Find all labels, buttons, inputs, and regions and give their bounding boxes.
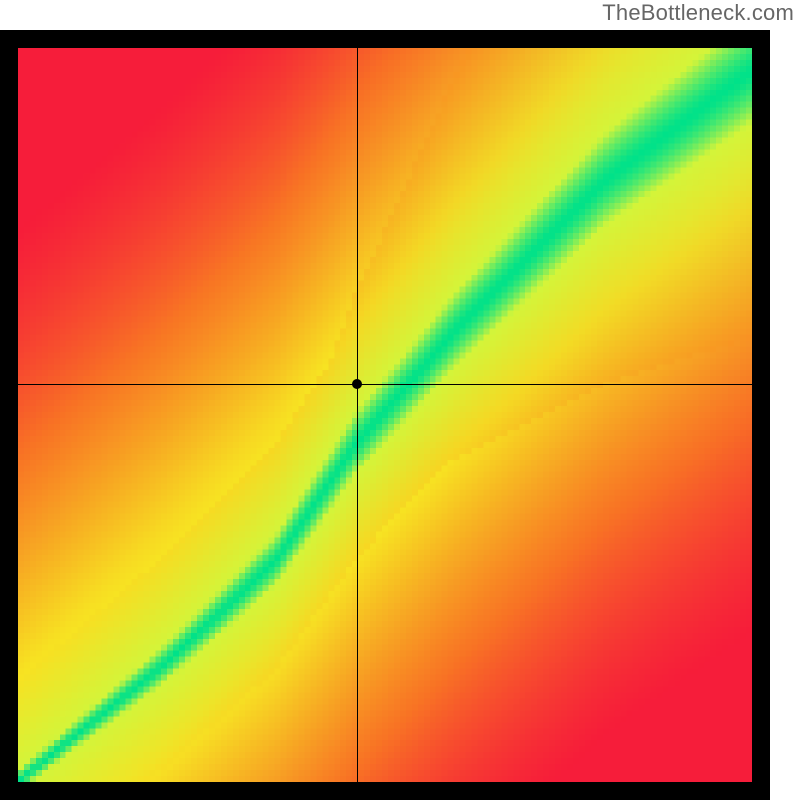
crosshair-horizontal — [18, 384, 752, 385]
attribution-text: TheBottleneck.com — [602, 0, 794, 26]
crosshair-vertical — [357, 48, 358, 782]
bottleneck-heatmap — [18, 48, 752, 782]
